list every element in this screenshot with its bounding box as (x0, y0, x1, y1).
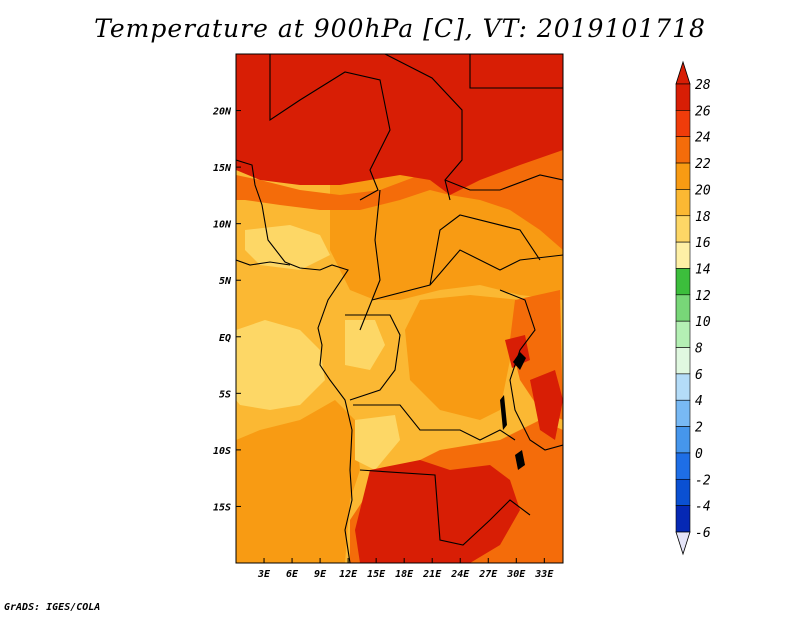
lon-tick-label: 21E (422, 569, 442, 580)
colorbar-box (675, 215, 691, 243)
colorbar-box (675, 110, 691, 138)
colorbar-label: 6 (695, 368, 703, 383)
colorbar-label: 26 (695, 104, 711, 119)
field-22-24-congo (405, 295, 525, 420)
borders (236, 54, 563, 563)
lon-tick-label: 12E (339, 569, 358, 580)
border-egypt-sudan (469, 54, 563, 89)
lat-tick-label: 10N (213, 220, 232, 231)
border-namibia-botswana (359, 469, 531, 546)
colorbar-box (675, 426, 691, 454)
lat-tick-label: 5S (219, 389, 231, 400)
lon-tick-label: 33E (534, 569, 554, 580)
credit-text: GrADS: IGES/COLA (4, 602, 101, 613)
colorbar-label: 8 (695, 342, 703, 357)
map-frame (235, 53, 564, 564)
field-18-20-westafrica (245, 225, 330, 270)
colorbar-label: -4 (695, 500, 711, 515)
field-18-20-coast (236, 320, 325, 410)
colorbar-label: 14 (695, 262, 711, 277)
lon-tick-label: 24E (450, 569, 470, 580)
lat-tick-label: 5N (219, 276, 232, 287)
colorbar-box (675, 399, 691, 427)
border-car-sudan (371, 249, 563, 301)
lon-tick-label: 15E (367, 569, 386, 580)
lat-tick-label: 15S (213, 502, 231, 513)
field-18-20-gabon (345, 320, 385, 370)
colorbar-label: 0 (695, 447, 703, 462)
lon-tick-label: 30E (506, 569, 526, 580)
colorbar-label: 4 (695, 394, 703, 409)
colorbar-box (675, 136, 691, 164)
border-nigeria-cameroon (359, 189, 381, 331)
border-gabon-congo (345, 314, 401, 401)
colorbar-label: 24 (695, 131, 711, 146)
lon-tick-label: 6E (286, 569, 299, 580)
colorbar-box (675, 241, 691, 269)
colorbar-bottom-arrow (675, 531, 691, 556)
colorbar-box (675, 294, 691, 322)
colorbar-box (675, 478, 691, 506)
map-title: Temperature at 900hPa [C], VT: 201910171… (94, 14, 706, 43)
coastline-gulf (236, 259, 291, 266)
colorbar-label: 22 (695, 157, 711, 172)
lon-tick-label: 3E (257, 569, 271, 580)
colorbar-box (675, 83, 691, 111)
longitude-axis: 3E 6E 9E 12E 15E 18E 21E 24E 27E 30E 33E (257, 558, 554, 580)
colorbar-box (675, 189, 691, 217)
lake-malawi (515, 450, 525, 470)
lat-tick-label: 15N (213, 163, 232, 174)
colorbar-label: 18 (695, 210, 711, 225)
lat-tick-label: EQ (219, 333, 231, 344)
lon-tick-label: 9E (314, 569, 327, 580)
colorbar-box (675, 452, 691, 480)
latitude-axis: 20N 15N 10N 5N EQ 5S 10S 15S (212, 107, 241, 513)
colorbar-label: 16 (695, 236, 711, 251)
coastline-west (236, 159, 353, 563)
colorbar-label: 10 (695, 315, 711, 330)
border-drc-angola (353, 404, 516, 441)
colorbar-label: 28 (695, 78, 711, 93)
colorbar-label: -6 (695, 526, 711, 541)
lon-tick-label: 27E (478, 569, 498, 580)
colorbar-box (675, 268, 691, 296)
colorbar-box (675, 505, 691, 533)
colorbar-label: 2 (695, 421, 703, 436)
temperature-field (236, 54, 563, 563)
border-chad-sudan-north (444, 174, 563, 191)
lon-tick-label: 18E (395, 569, 414, 580)
lake-victoria (513, 352, 526, 370)
border-east-rift (499, 289, 563, 451)
colorbar-box (675, 320, 691, 348)
colorbar-box (675, 347, 691, 375)
border-sahara-west (269, 54, 391, 201)
border-chad-sudan (429, 214, 541, 286)
colorbar-box (675, 373, 691, 401)
colorbar-label: 12 (695, 289, 711, 304)
lat-tick-label: 10S (213, 446, 231, 457)
lakes (500, 352, 526, 470)
colorbar-top-arrow (675, 60, 691, 85)
colorbar-label: -2 (695, 473, 711, 488)
colorbar-box (675, 162, 691, 190)
lat-tick-label: 20N (212, 107, 232, 118)
border-libya-chad (384, 54, 463, 201)
field-22-24-southwest (236, 400, 360, 563)
field-26-28-tanzania (530, 370, 563, 440)
field-18-20-angola (355, 415, 400, 470)
colorbar-label: 20 (695, 183, 711, 198)
lake-tanganyika (500, 395, 507, 430)
